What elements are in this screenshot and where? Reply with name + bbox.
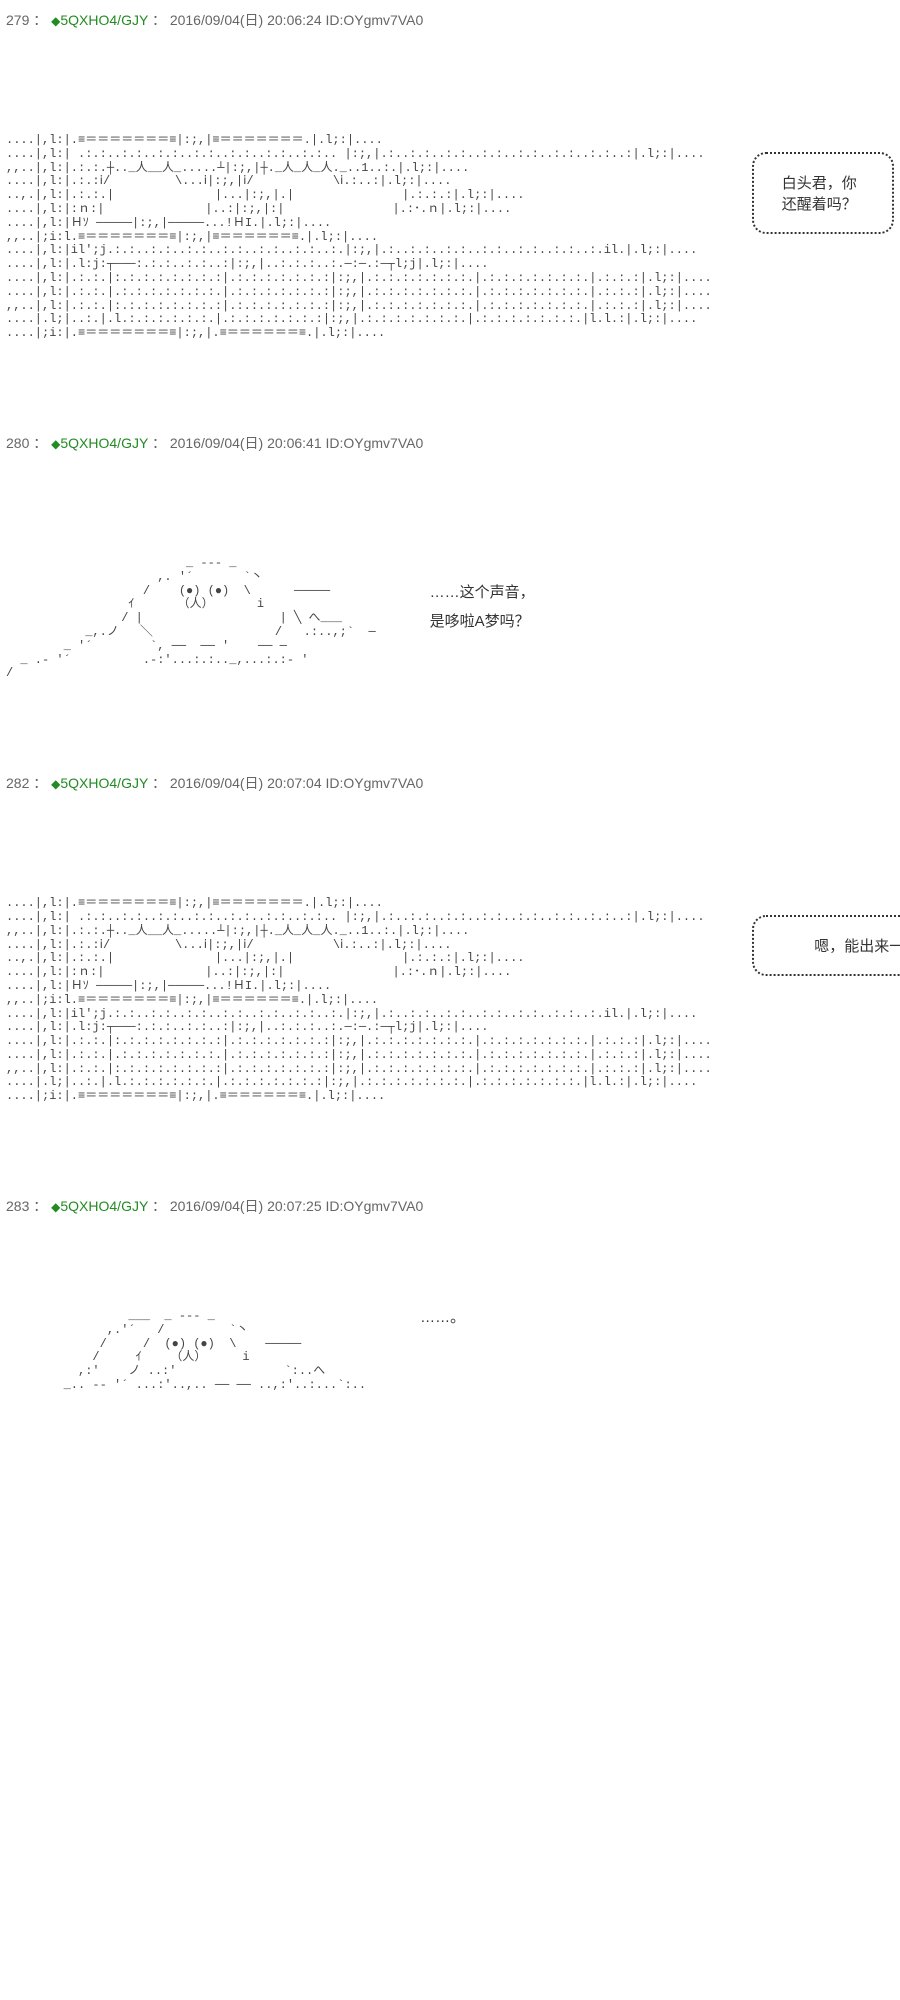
post: 279 ： ◆5QXHO4/GJY ： 2016/09/04(日) 20:06:… <box>6 10 894 353</box>
dialogue-text: ……这个声音， 是哆啦A梦吗？ <box>416 581 535 631</box>
separator: ： <box>152 775 166 791</box>
post-header: 282 ： ◆5QXHO4/GJY ： 2016/09/04(日) 20:07:… <box>6 773 894 793</box>
post-date: 2016/09/04(日) 20:06:24 ID:OYgmv7VA0 <box>170 12 423 28</box>
separator: ： <box>33 435 47 451</box>
post-number: 283 <box>6 1198 29 1214</box>
post-number: 282 <box>6 775 29 791</box>
post-date: 2016/09/04(日) 20:07:25 ID:OYgmv7VA0 <box>170 1198 423 1214</box>
speech-text: 白头君，你还醒着吗？ <box>782 172 864 214</box>
ascii-art: _ --- _ ,. '´ `丶 / (●) (●) \ ───── ｲ （人）… <box>6 557 376 681</box>
dialogue-line: ……。 <box>420 1306 465 1327</box>
post-header: 279 ： ◆5QXHO4/GJY ： 2016/09/04(日) 20:06:… <box>6 10 894 30</box>
dialogue-line: ……这个声音， <box>430 581 535 602</box>
ascii-art: ....|,l:|.≡＝＝＝＝＝＝＝≡|:;,|≡＝＝＝＝＝＝＝.|.l;:|.… <box>6 897 712 1104</box>
separator: ： <box>33 1198 47 1214</box>
post-date: 2016/09/04(日) 20:07:04 ID:OYgmv7VA0 <box>170 775 423 791</box>
separator: ： <box>152 1198 166 1214</box>
post-number: 279 <box>6 12 29 28</box>
separator: ： <box>152 435 166 451</box>
post-header: 283 ： ◆5QXHO4/GJY ： 2016/09/04(日) 20:07:… <box>6 1196 894 1216</box>
post-body: ....|,l:|.≡＝＝＝＝＝＝＝≡|:;,|≡＝＝＝＝＝＝＝.|.l;:|.… <box>6 805 894 1116</box>
separator: ： <box>33 775 47 791</box>
tripcode[interactable]: 5QXHO4/GJY <box>60 775 148 791</box>
tripcode[interactable]: 5QXHO4/GJY <box>60 12 148 28</box>
speech-bubble: 嗯，能出来一下吗？ <box>752 915 900 976</box>
tripcode[interactable]: 5QXHO4/GJY <box>60 435 148 451</box>
post-body: ....|,l:|.≡＝＝＝＝＝＝＝≡|:;,|≡＝＝＝＝＝＝＝.|.l;:|.… <box>6 42 894 353</box>
post-body: ___ _ --- _ ,.'´ / `丶 / / (●) (●) \ ────… <box>6 1228 894 1405</box>
diamond-icon: ◆ <box>51 14 60 28</box>
post: 280 ： ◆5QXHO4/GJY ： 2016/09/04(日) 20:06:… <box>6 433 894 693</box>
post-number: 280 <box>6 435 29 451</box>
post-date: 2016/09/04(日) 20:06:41 ID:OYgmv7VA0 <box>170 435 423 451</box>
post: 283 ： ◆5QXHO4/GJY ： 2016/09/04(日) 20:07:… <box>6 1196 894 1405</box>
speech-bubble: 白头君，你还醒着吗？ <box>752 152 894 234</box>
diamond-icon: ◆ <box>51 437 60 451</box>
post-body: _ --- _ ,. '´ `丶 / (●) (●) \ ───── ｲ （人）… <box>6 465 894 693</box>
dialogue-text: ……。 <box>406 1306 465 1327</box>
diamond-icon: ◆ <box>51 777 60 791</box>
dialogue-line: 是哆啦A梦吗？ <box>430 610 535 631</box>
post-header: 280 ： ◆5QXHO4/GJY ： 2016/09/04(日) 20:06:… <box>6 433 894 453</box>
ascii-art: ....|,l:|.≡＝＝＝＝＝＝＝≡|:;,|≡＝＝＝＝＝＝＝.|.l;:|.… <box>6 134 712 341</box>
separator: ： <box>33 12 47 28</box>
ascii-art: ___ _ --- _ ,.'´ / `丶 / / (●) (●) \ ────… <box>6 1310 366 1393</box>
speech-text: 嗯，能出来一下吗？ <box>782 935 900 956</box>
separator: ： <box>152 12 166 28</box>
post: 282 ： ◆5QXHO4/GJY ： 2016/09/04(日) 20:07:… <box>6 773 894 1116</box>
diamond-icon: ◆ <box>51 1200 60 1214</box>
tripcode[interactable]: 5QXHO4/GJY <box>60 1198 148 1214</box>
